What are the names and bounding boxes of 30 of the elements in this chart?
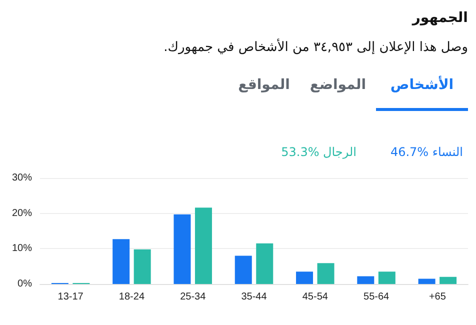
bar — [378, 272, 396, 284]
x-tick-label: 13-17 — [58, 292, 84, 302]
bar — [134, 249, 151, 284]
bar — [112, 239, 130, 284]
chart-title: الجمهور — [410, 9, 468, 26]
text: المواضع — [308, 77, 367, 95]
text: الأشخاص — [389, 77, 455, 95]
x-tick-label: +65 — [428, 292, 446, 302]
bar — [256, 243, 274, 284]
x-tick-label: 35-44 — [241, 292, 268, 302]
x-tick-label: 55-64 — [363, 292, 390, 302]
y-tick-label: 0% — [18, 278, 32, 290]
text: 53.3% الرجال — [281, 145, 356, 159]
bar — [296, 272, 314, 284]
y-tick-label: 20% — [12, 208, 32, 219]
bar — [194, 208, 212, 284]
x-tick-label: 25-34 — [180, 292, 206, 302]
x-tick-label: 45-54 — [302, 292, 328, 302]
bar — [317, 263, 334, 284]
text: 46.7% النساء — [390, 145, 464, 159]
x-tick-label: 18-24 — [118, 292, 145, 302]
bar — [418, 278, 436, 284]
bar — [234, 256, 252, 284]
y-tick-label: 10% — [12, 243, 32, 254]
text: المواقع — [237, 77, 291, 95]
chart-subtitle: وصل هذا الإعلان إلى ٣٤,٩٥٣ من الأشخاص في جمهورك. — [162, 40, 468, 55]
bar — [174, 214, 191, 284]
bar — [357, 276, 374, 284]
bar — [440, 276, 457, 284]
y-tick-label: 30% — [12, 172, 32, 184]
